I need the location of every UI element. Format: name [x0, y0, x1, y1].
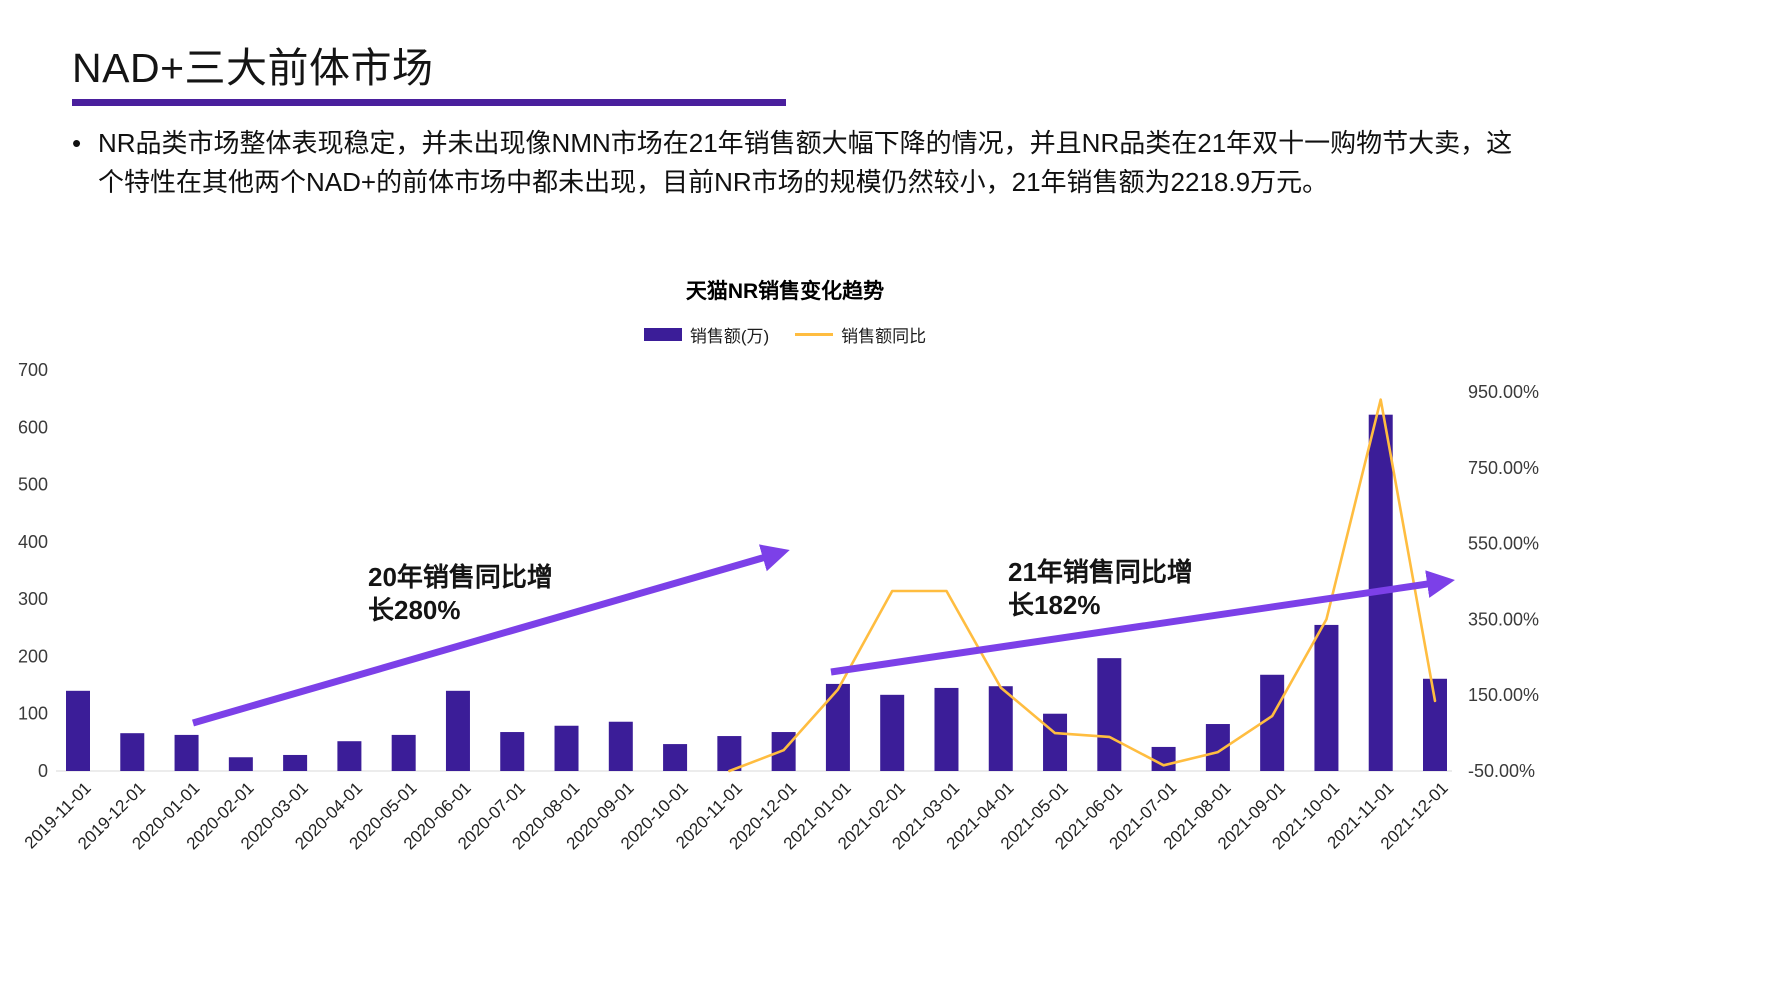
annotation-text: 20年销售同比增: [368, 562, 553, 592]
sales-trend-chart: 0 100 200 300 400 500 600 700 -50.00% 150.00% 350.…: [18, 360, 1539, 853]
sales-bar: [228, 757, 253, 771]
title-underline: [72, 99, 786, 106]
right-axis-tick-label: 950.00%: [1468, 382, 1539, 402]
annotation-text: 21年销售同比增: [1008, 557, 1193, 587]
sales-bar: [66, 690, 90, 771]
chart-legend: 销售额(万) 销售额同比: [0, 322, 1570, 347]
sales-bar: [337, 741, 362, 771]
sales-bar: [1043, 713, 1068, 771]
right-axis-tick-label: 150.00%: [1468, 685, 1539, 705]
left-axis-tick-label: 100: [18, 704, 48, 724]
bullet-text: NR品类市场整体表现稳定，并未出现像NMN市场在21年销售额大幅下降的情况，并且…: [98, 128, 1513, 197]
sales-bar: [988, 686, 1013, 771]
legend-item-yoy: 销售额同比: [795, 322, 926, 347]
sales-bar: [120, 733, 145, 771]
left-axis-tick-label: 200: [18, 646, 48, 666]
sales-bar: [1423, 678, 1447, 771]
left-axis-tick-label: 300: [18, 589, 48, 609]
summary-bullet: • NR品类市场整体表现稳定，并未出现像NMN市场在21年销售额大幅下降的情况，…: [72, 124, 1520, 202]
chart-title: 天猫NR销售变化趋势: [685, 280, 885, 303]
legend-item-sales: 销售额(万): [643, 322, 770, 347]
page-title: NAD+三大前体市场: [72, 45, 434, 91]
sales-bar: [554, 725, 579, 771]
right-axis-tick-label: 550.00%: [1468, 534, 1539, 554]
left-axis-tick-label: 500: [18, 475, 48, 495]
sales-bar: [934, 687, 959, 771]
legend-label-yoy: 销售额同比: [841, 327, 927, 346]
sales-bar: [717, 736, 742, 771]
bullet-marker: •: [72, 128, 82, 158]
sales-bar: [1314, 624, 1339, 771]
sales-bar: [1097, 658, 1122, 771]
legend-line-swatch: [795, 333, 834, 336]
left-axis-tick-label: 400: [18, 532, 48, 552]
sales-bar: [608, 721, 633, 771]
left-axis-tick-label: 600: [18, 417, 48, 437]
annotation-arrow: [830, 570, 1455, 676]
sales-bar: [283, 754, 308, 771]
legend-label-sales: 销售额(万): [689, 327, 770, 346]
left-axis-tick-label: 0: [38, 761, 48, 781]
right-axis-tick-label: 350.00%: [1468, 609, 1539, 629]
sales-bar: [445, 690, 470, 771]
annotation-arrow: [192, 544, 790, 727]
annotation-text: 长280%: [368, 595, 461, 625]
sales-bar: [500, 732, 525, 771]
legend-bar-swatch: [643, 328, 682, 341]
sales-bar: [663, 744, 688, 771]
sales-bar: [391, 734, 416, 771]
sales-bar: [174, 734, 199, 771]
right-axis-tick-label: 750.00%: [1468, 458, 1539, 478]
left-axis-tick-label: 700: [18, 360, 48, 380]
right-axis-tick-label: -50.00%: [1468, 761, 1535, 781]
sales-bar: [1151, 746, 1176, 771]
annotation-text: 长182%: [1008, 590, 1101, 620]
sales-bar: [880, 694, 905, 771]
